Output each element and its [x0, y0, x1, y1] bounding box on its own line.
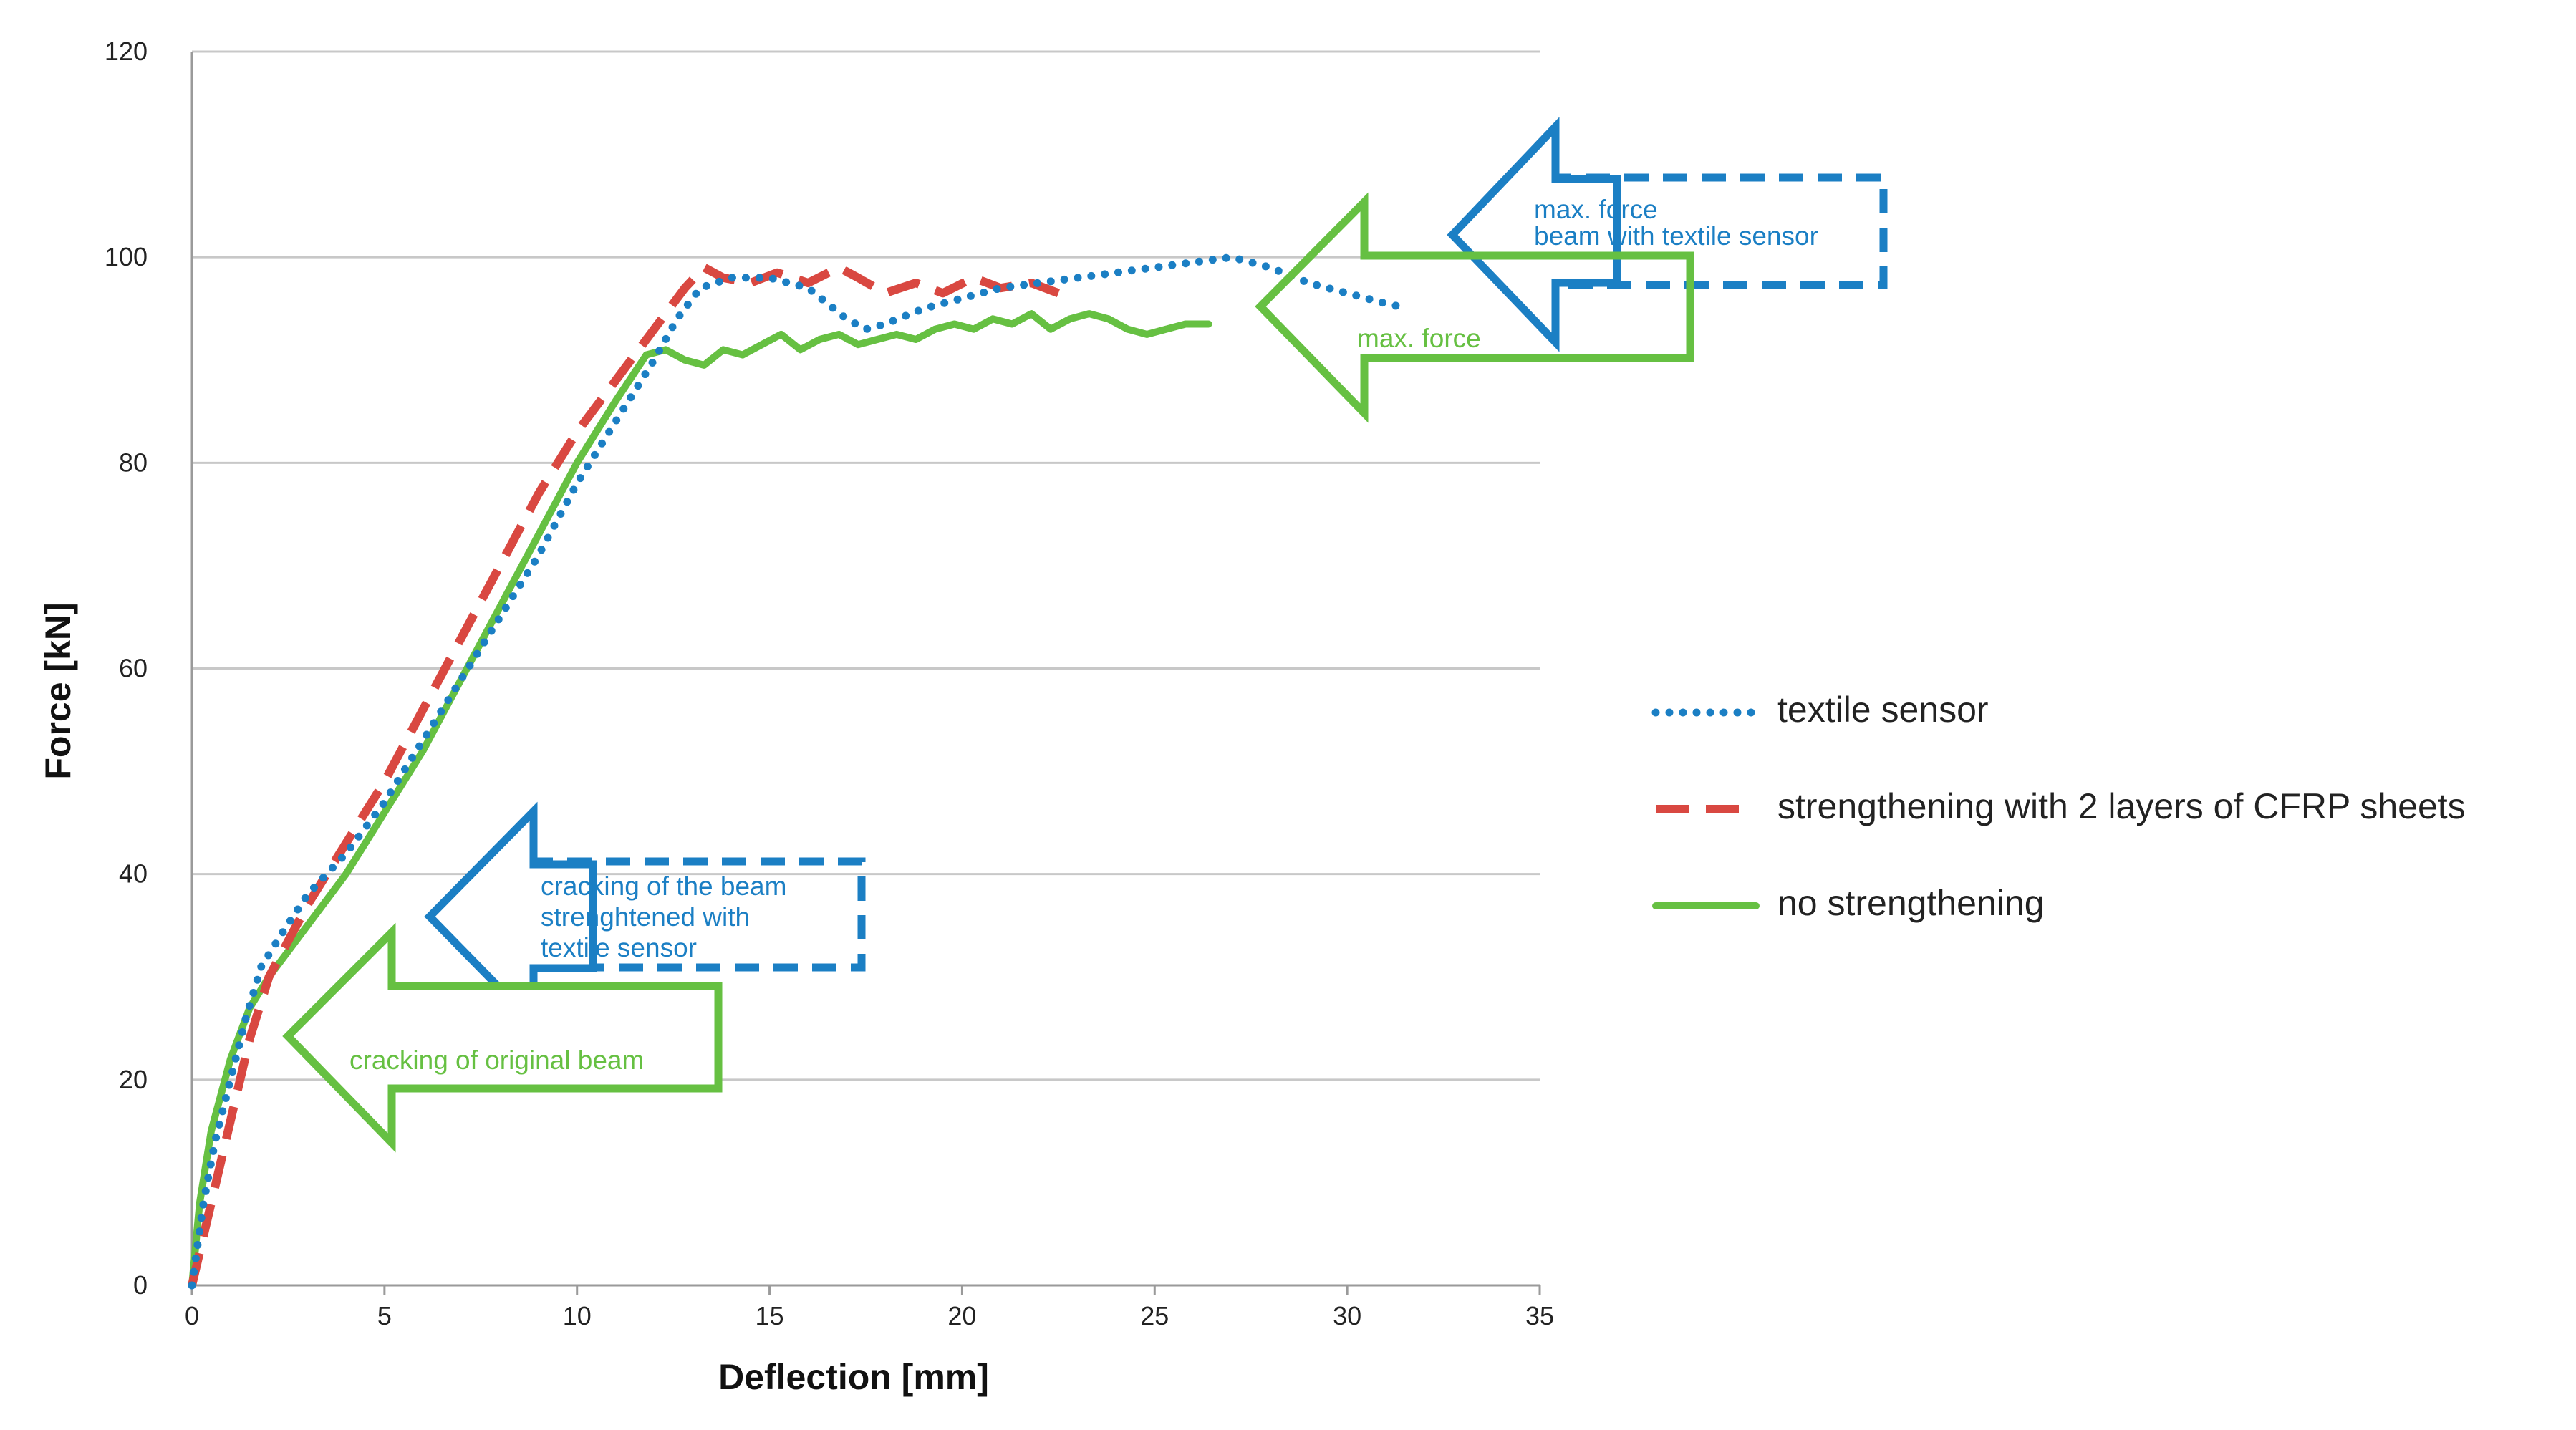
annotation-label-line: beam with textile sensor [1534, 221, 1818, 251]
legend-item-textile-sensor: textile sensor [1651, 690, 1989, 730]
x-axis-title: Deflection [mm] [718, 1357, 989, 1397]
x-tick-label: 15 [756, 1301, 784, 1330]
axes: 0 20 40 60 80 100 120 0 5 10 15 20 25 30 35 [105, 37, 1554, 1330]
x-tick-label: 0 [185, 1301, 199, 1330]
annotation-label-line: textile sensor [541, 933, 697, 962]
y-tick-label: 40 [119, 859, 148, 889]
annotation-arrow [282, 922, 723, 1153]
legend-item-no-strengthening: no strengthening [1652, 883, 2045, 923]
legend-label: textile sensor [1777, 690, 1989, 730]
x-tick-label: 25 [1140, 1301, 1169, 1330]
annotation-label-line: cracking of the beam [541, 871, 786, 901]
annotation-label-line: cracking of original beam [349, 1045, 644, 1075]
y-tick-label: 120 [105, 37, 148, 66]
annotation-max-force-textile: max. force beam with textile sensor [1447, 117, 1888, 352]
legend-item-cfrp: strengthening with 2 layers of CFRP shee… [1656, 786, 2466, 826]
annotations: max. force beam with textile sensor max.… [282, 117, 1888, 1153]
grid-lines [192, 50, 1540, 1081]
series-line-solid [188, 310, 1212, 1289]
annotation-cracking-original: cracking of original beam [282, 922, 723, 1153]
annotation-cracking-textile: cracking of the beam strenghtened with t… [424, 801, 866, 1033]
annotation-arrow [1447, 117, 1621, 352]
annotation-label-line: strenghtened with [541, 902, 750, 932]
y-tick-label: 0 [133, 1270, 148, 1300]
series-line-dashed [188, 263, 1061, 1287]
x-tick-label: 30 [1333, 1301, 1361, 1330]
y-axis-title: Force [kN] [38, 602, 78, 779]
series-line-dotted [188, 253, 1413, 1290]
legend-label: no strengthening [1777, 883, 2045, 923]
y-tick-label: 80 [119, 448, 148, 477]
annotation-max-force: max. force [1255, 192, 1694, 423]
x-tick-label: 10 [563, 1301, 592, 1330]
annotation-arrow [1255, 192, 1694, 423]
plot-area [188, 253, 1413, 1290]
annotation-label-line: max. force [1534, 195, 1658, 224]
x-tick-label: 35 [1525, 1301, 1554, 1330]
x-tick-label: 20 [947, 1301, 976, 1330]
y-tick-label: 100 [105, 242, 148, 271]
y-tick-label: 20 [119, 1065, 148, 1094]
y-tick-label: 60 [119, 654, 148, 683]
x-tick-label: 5 [377, 1301, 392, 1330]
legend-label: strengthening with 2 layers of CFRP shee… [1777, 786, 2466, 826]
annotation-label-line: max. force [1357, 324, 1481, 353]
legend: textile sensor strengthening with 2 laye… [1651, 690, 2466, 923]
